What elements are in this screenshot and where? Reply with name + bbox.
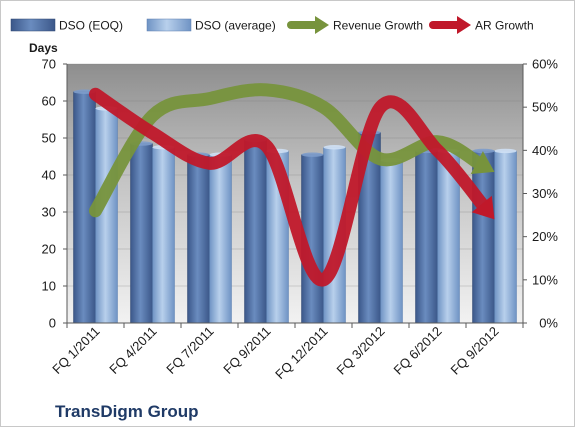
legend-label-revenue-growth: Revenue Growth	[333, 19, 423, 33]
bar-cap-dso-eoq-fq-12-2011	[302, 152, 324, 156]
legend-item-ar-growth: AR Growth	[433, 16, 534, 34]
x-tick-label-fq-6-2012: FQ 6/2012	[391, 324, 445, 378]
left-tick-label-70: 70	[42, 57, 56, 72]
bar-dso-average-fq-7-2011	[210, 155, 232, 323]
bar-dso-average-fq-3-2012	[381, 160, 403, 323]
bar-dso-eoq-fq-9-2012	[473, 151, 495, 323]
legend-item-revenue-growth: Revenue Growth	[291, 16, 423, 34]
right-tick-label-4: 40%	[532, 143, 558, 158]
legend-arrow-revenue-growth	[315, 16, 329, 34]
left-axis-ticks: 0 10 20 30 40 50 60 70	[42, 57, 67, 331]
legend: DSO (EOQ) DSO (average) Revenue Growth A…	[11, 16, 534, 34]
bar-cap-dso-average-fq-12-2011	[324, 145, 346, 149]
x-tick-label-fq-1-2011: FQ 1/2011	[49, 324, 102, 377]
company-name: TransDigm Group	[55, 402, 199, 421]
right-tick-label-0: 0%	[539, 316, 558, 331]
left-tick-label-40: 40	[42, 168, 56, 183]
legend-swatch-dso-eoq	[11, 19, 55, 31]
legend-item-dso-average: DSO (average)	[147, 19, 276, 33]
left-tick-label-50: 50	[42, 131, 56, 146]
bar-dso-average-fq-4-2011	[153, 147, 175, 323]
right-tick-label-5: 50%	[532, 100, 558, 115]
right-tick-label-6: 60%	[532, 57, 558, 72]
legend-swatch-dso-average	[147, 19, 191, 31]
legend-label-ar-growth: AR Growth	[475, 19, 534, 33]
right-axis-ticks: 0% 10% 20% 30% 40% 50% 60%	[523, 57, 558, 331]
legend-label-dso-average: DSO (average)	[195, 19, 276, 33]
bar-dso-average-fq-9-2012	[495, 151, 517, 323]
x-tick-label-fq-12-2011: FQ 12/2011	[272, 324, 330, 382]
y-axis-title: Days	[29, 41, 58, 55]
x-tick-label-fq-7-2011: FQ 7/2011	[163, 324, 216, 377]
right-tick-label-1: 10%	[532, 272, 558, 287]
bar-cap-dso-average-fq-9-2012	[495, 149, 517, 153]
left-tick-label-30: 30	[42, 205, 56, 220]
x-tick-label-fq-9-2012: FQ 9/2012	[448, 324, 502, 378]
legend-item-dso-eoq: DSO (EOQ)	[11, 19, 123, 33]
left-tick-label-20: 20	[42, 242, 56, 257]
bar-dso-eoq-fq-4-2011	[131, 144, 153, 323]
right-tick-label-2: 20%	[532, 229, 558, 244]
left-tick-label-60: 60	[42, 94, 56, 109]
x-tick-label-fq-9-2011: FQ 9/2011	[220, 324, 273, 377]
bar-dso-eoq-fq-7-2011	[188, 155, 210, 323]
bar-dso-eoq-fq-9-2011	[245, 140, 267, 323]
legend-arrow-ar-growth	[457, 16, 471, 34]
left-tick-label-10: 10	[42, 279, 56, 294]
bar-dso-eoq-fq-6-2012	[416, 151, 438, 323]
legend-label-dso-eoq: DSO (EOQ)	[59, 19, 123, 33]
right-tick-label-3: 30%	[532, 186, 558, 201]
x-tick-label-fq-4-2011: FQ 4/2011	[106, 324, 159, 377]
x-tick-label-fq-3-2012: FQ 3/2012	[334, 324, 388, 378]
left-tick-label-0: 0	[49, 316, 56, 331]
